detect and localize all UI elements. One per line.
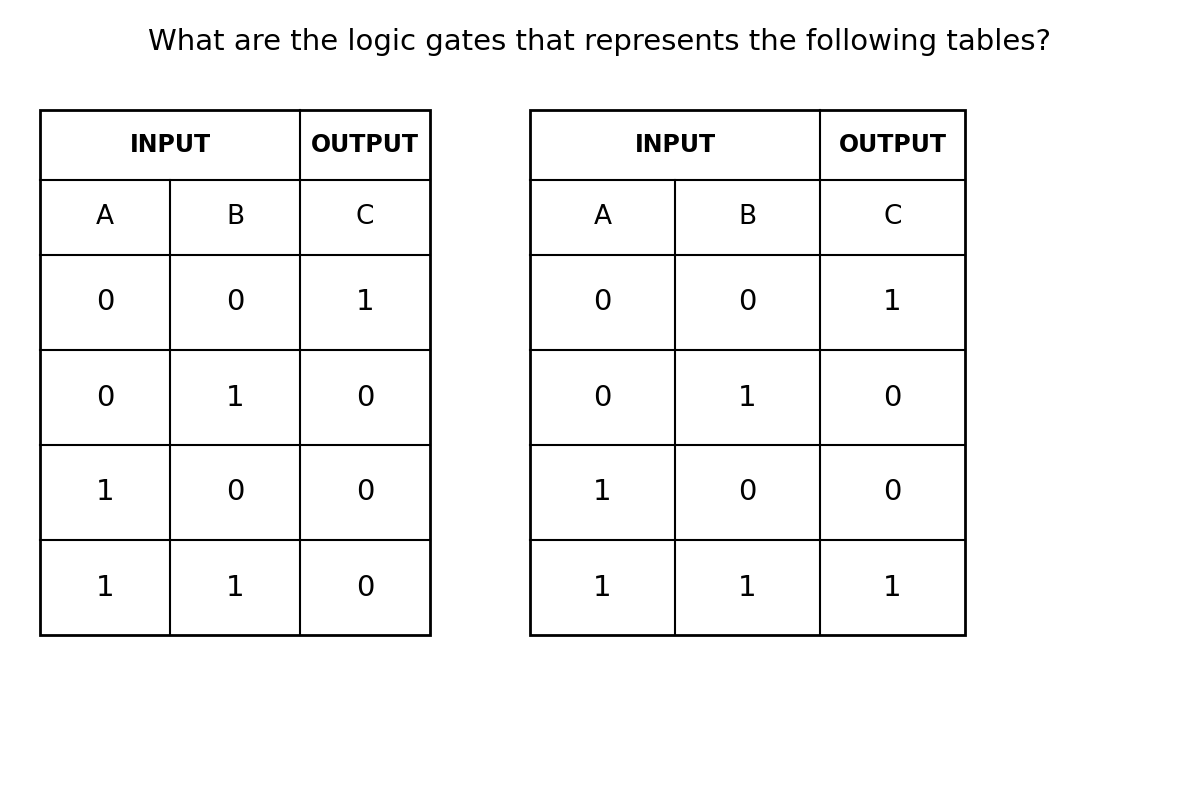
- Text: 0: 0: [593, 289, 612, 317]
- Text: 0: 0: [96, 289, 114, 317]
- Text: 1: 1: [96, 479, 114, 507]
- Text: OUTPUT: OUTPUT: [839, 133, 947, 157]
- Text: 1: 1: [593, 573, 612, 602]
- Text: 0: 0: [96, 383, 114, 411]
- Text: 0: 0: [226, 289, 244, 317]
- Text: 1: 1: [738, 383, 757, 411]
- Text: 0: 0: [356, 479, 374, 507]
- Text: 0: 0: [226, 479, 244, 507]
- Text: 1: 1: [883, 289, 902, 317]
- Text: 0: 0: [883, 479, 901, 507]
- Text: INPUT: INPUT: [130, 133, 210, 157]
- Text: A: A: [594, 205, 612, 230]
- Text: 1: 1: [883, 573, 902, 602]
- Text: INPUT: INPUT: [635, 133, 715, 157]
- Text: OUTPUT: OUTPUT: [311, 133, 419, 157]
- Text: B: B: [226, 205, 244, 230]
- Text: 0: 0: [883, 383, 901, 411]
- Text: 0: 0: [738, 289, 757, 317]
- Text: 0: 0: [356, 383, 374, 411]
- Text: 1: 1: [355, 289, 374, 317]
- Bar: [40, 110, 430, 635]
- Text: 1: 1: [226, 383, 245, 411]
- Text: B: B: [738, 205, 756, 230]
- Text: C: C: [356, 205, 374, 230]
- Text: 1: 1: [593, 479, 612, 507]
- Text: A: A: [96, 205, 114, 230]
- Text: 1: 1: [96, 573, 114, 602]
- Text: What are the logic gates that represents the following tables?: What are the logic gates that represents…: [149, 28, 1051, 56]
- Text: 1: 1: [738, 573, 757, 602]
- Text: 1: 1: [226, 573, 245, 602]
- Bar: [530, 110, 965, 635]
- Text: C: C: [883, 205, 901, 230]
- Text: 0: 0: [738, 479, 757, 507]
- Text: 0: 0: [593, 383, 612, 411]
- Text: 0: 0: [356, 573, 374, 602]
